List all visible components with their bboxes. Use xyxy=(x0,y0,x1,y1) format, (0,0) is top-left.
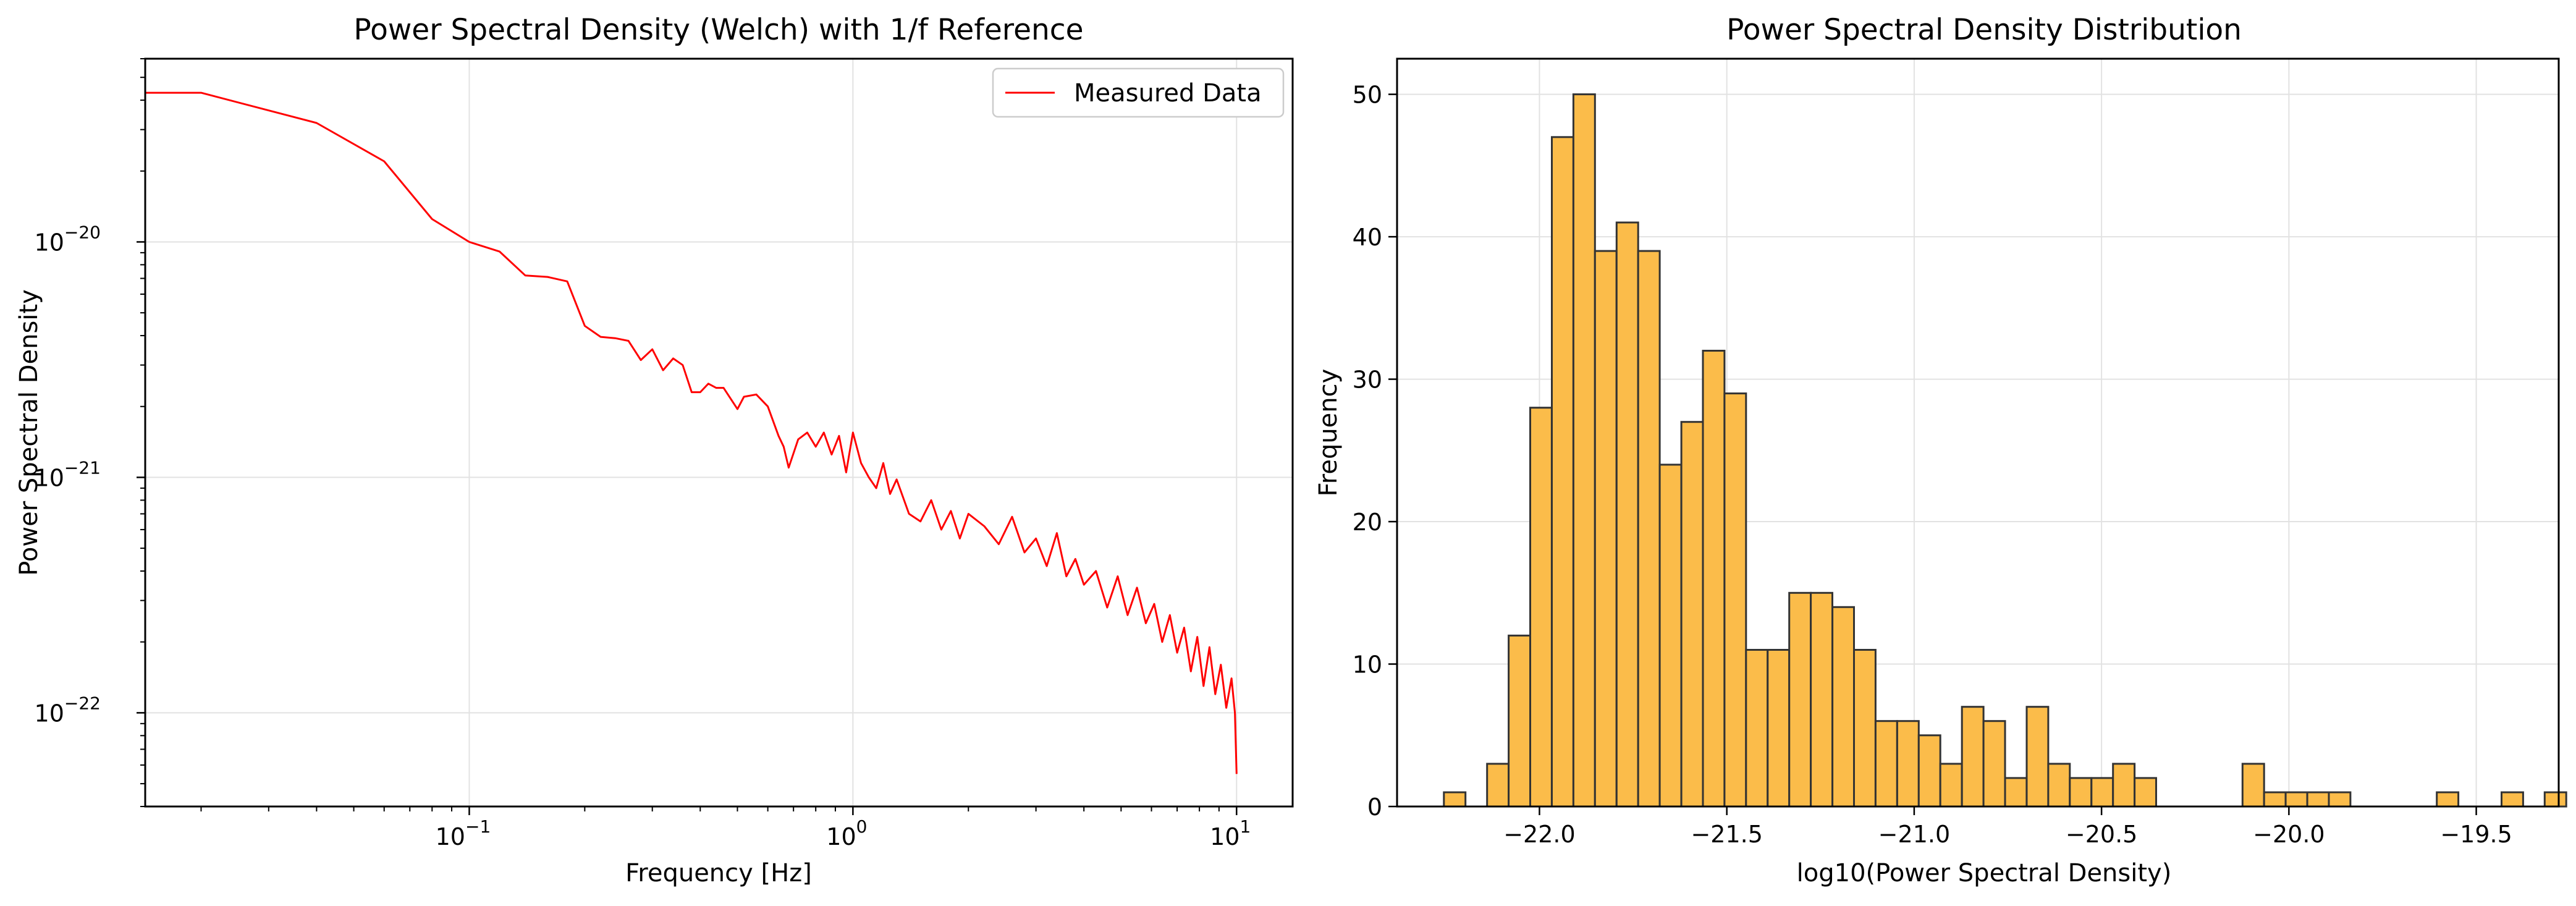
histogram-bars xyxy=(1443,93,2567,808)
histogram-bar xyxy=(1572,93,1596,808)
histogram-bar xyxy=(2263,791,2287,808)
histogram-bar xyxy=(1788,591,1812,808)
histogram-bar xyxy=(2069,777,2093,808)
histogram-bar xyxy=(1961,706,1985,808)
histogram-tick-labels: −22.0 −21.5 −21.0 −20.5 −20.0 −19.5 0 10 20 30 40 5… xyxy=(1353,82,2512,848)
histogram-bar xyxy=(1767,649,1791,808)
histogram-bar xyxy=(1831,606,1856,808)
histogram-bar xyxy=(1443,791,1467,808)
histogram-bar xyxy=(1982,720,2006,808)
line-chart-title: Power Spectral Density (Welch) with 1/f … xyxy=(353,13,1083,47)
y-tick-label: 10 xyxy=(1353,651,1382,679)
x-tick-label: −22.0 xyxy=(1503,821,1575,848)
psd-line-chart: Power Spectral Density (Welch) with 1/f … xyxy=(15,13,1294,887)
histogram-bar xyxy=(1896,720,1920,808)
histogram-bar xyxy=(2436,791,2460,808)
line-chart-ylabel: Power Spectral Density xyxy=(15,289,43,576)
histogram-bar xyxy=(1939,763,1963,808)
histogram-bar xyxy=(1853,649,1877,808)
histogram-bar xyxy=(1702,350,1726,808)
histogram-bar xyxy=(1810,591,1834,808)
legend-label-measured-data: Measured Data xyxy=(1074,79,1262,108)
line-chart-legend: Measured Data xyxy=(992,67,1285,118)
histogram-bar xyxy=(1529,407,1553,808)
psd-histogram: Power Spectral Density Distribution −22.… xyxy=(1314,13,2567,887)
histogram-bar xyxy=(2241,763,2265,808)
y-tick-label: 30 xyxy=(1353,366,1382,394)
x-tick-label: −21.5 xyxy=(1691,821,1762,848)
histogram-bar xyxy=(2090,777,2114,808)
histogram-title: Power Spectral Density Distribution xyxy=(1726,13,2242,47)
histogram-bar xyxy=(1723,392,1747,808)
histogram-bar xyxy=(2004,777,2028,808)
x-tick-label: −20.5 xyxy=(2066,821,2137,848)
histogram-bar xyxy=(1508,634,1532,808)
histogram-bar xyxy=(1551,136,1574,808)
x-tick-label: −20.0 xyxy=(2253,821,2325,848)
y-tick-label: 40 xyxy=(1353,224,1382,251)
x-tick-label: −21.0 xyxy=(1878,821,1950,848)
histogram-ylabel: Frequency xyxy=(1314,369,1343,497)
histogram-bar xyxy=(1615,221,1639,808)
legend-box xyxy=(992,67,1285,118)
y-tick-label: 20 xyxy=(1353,509,1382,536)
histogram-bar xyxy=(1658,464,1683,808)
histogram-bar xyxy=(1486,763,1510,808)
x-tick-label: −19.5 xyxy=(2440,821,2512,848)
histogram-bar xyxy=(1917,734,1941,808)
histogram-bar xyxy=(1594,250,1618,808)
histogram-bar xyxy=(2543,791,2567,808)
y-tick-label: 0 xyxy=(1367,794,1382,821)
histogram-bar xyxy=(1745,649,1769,808)
histogram-bar xyxy=(2047,763,2071,808)
line-chart-xlabel: Frequency [Hz] xyxy=(625,859,812,887)
series-line-measured-data xyxy=(145,91,1238,774)
histogram-bar xyxy=(2328,791,2352,808)
histogram-bar xyxy=(2112,763,2136,808)
line-chart-frame xyxy=(144,57,1294,808)
histogram-bar xyxy=(2284,791,2308,808)
histogram-bar xyxy=(1637,250,1661,808)
y-tick-label: 50 xyxy=(1353,82,1382,109)
histogram-xlabel: log10(Power Spectral Density) xyxy=(1797,859,2172,887)
histogram-bar xyxy=(1874,720,1898,808)
histogram-bar xyxy=(2306,791,2330,808)
histogram-bar xyxy=(2025,706,2050,808)
histogram-bar xyxy=(2134,777,2158,808)
histogram-frame xyxy=(1396,57,2560,808)
histogram-bar xyxy=(1680,421,1704,808)
histogram-bar xyxy=(2501,791,2524,808)
